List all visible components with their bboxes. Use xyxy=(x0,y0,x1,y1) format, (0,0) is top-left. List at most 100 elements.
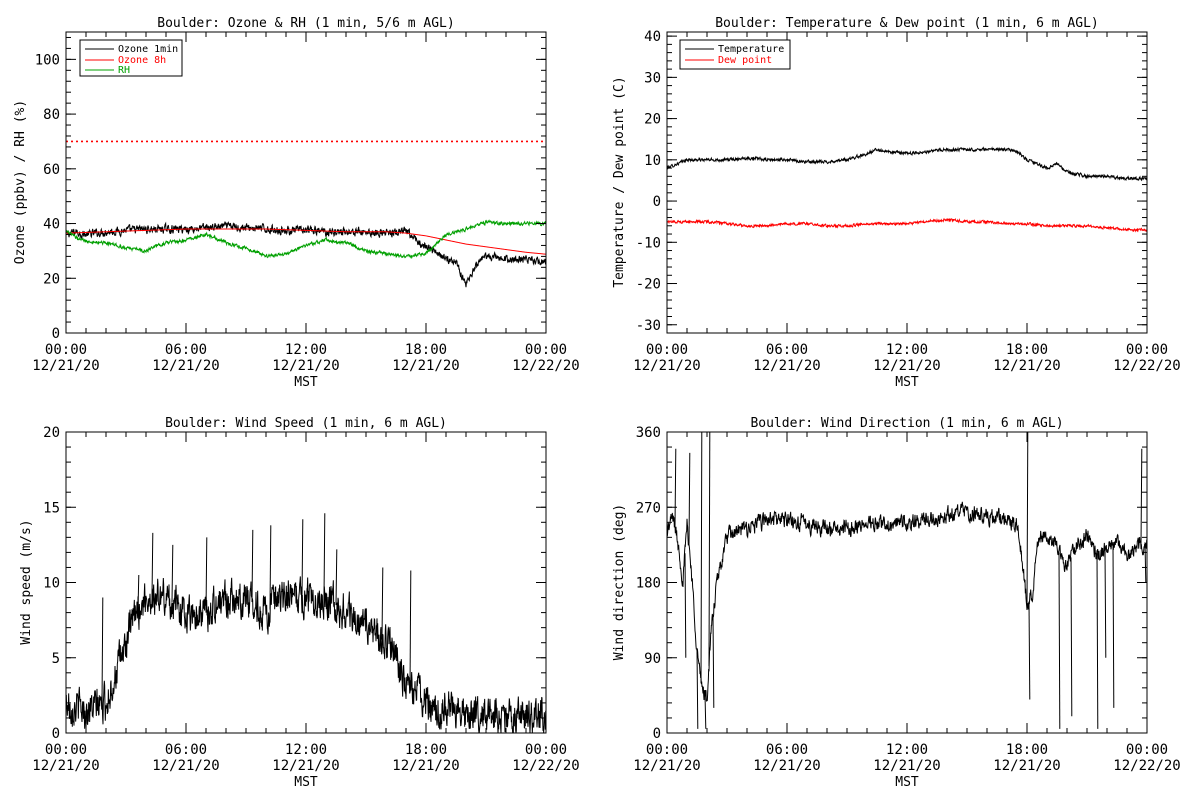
data-spike xyxy=(1144,542,1147,583)
y-tick-label: 20 xyxy=(644,112,661,128)
x-tick-date-label: 12/21/20 xyxy=(392,358,459,374)
y-tick-label: 0 xyxy=(653,726,661,742)
data-spike xyxy=(1058,552,1061,729)
x-axis-label-wind-direction: MST xyxy=(895,775,919,790)
x-tick-date-label: 12/21/20 xyxy=(633,358,700,374)
series-line-series-0 xyxy=(667,501,1147,702)
x-tick-date-label: 12/21/20 xyxy=(873,358,940,374)
data-spike xyxy=(684,553,687,658)
y-tick-label: 60 xyxy=(43,162,60,178)
x-tick-time-label: 00:00 xyxy=(45,342,87,358)
y-axis-label-ozone: Ozone (ppbv) / RH (%) xyxy=(13,100,28,264)
y-tick-label: 100 xyxy=(35,52,60,68)
panel-wind-direction: Boulder: Wind Direction (1 min, 6 m AGL)… xyxy=(612,416,1181,790)
y-tick-label: 80 xyxy=(43,107,60,123)
data-spike xyxy=(301,519,304,598)
data-spike xyxy=(1026,432,1029,608)
series-layer xyxy=(66,513,546,733)
x-tick-time-label: 06:00 xyxy=(766,342,808,358)
x-tick-time-label: 12:00 xyxy=(285,342,327,358)
legend-label-rh: RH xyxy=(118,65,130,76)
chart-title-wind-direction: Boulder: Wind Direction (1 min, 6 m AGL) xyxy=(750,416,1063,431)
panel-temp-dewpoint: Boulder: Temperature & Dew point (1 min,… xyxy=(612,16,1181,390)
legend-label-dewpoint: Dew point xyxy=(718,55,772,66)
x-tick-date-label: 12/22/20 xyxy=(512,758,579,774)
plot-area-wind-speed: 0510152000:0012/21/2006:0012/21/2012:001… xyxy=(32,425,579,774)
x-axis-label-wind-speed: MST xyxy=(294,775,318,790)
series-layer xyxy=(667,146,1147,233)
y-tick-label: 15 xyxy=(43,500,60,516)
y-axis-label-wind-speed: Wind speed (m/s) xyxy=(19,519,34,644)
x-tick-date-label: 12/22/20 xyxy=(1113,358,1180,374)
legend-label-ozone-8h: Ozone 8h xyxy=(118,55,166,66)
y-axis-label-temp: Temperature / Dew point (C) xyxy=(612,76,627,287)
data-spike xyxy=(700,432,703,683)
y-tick-label: 180 xyxy=(636,576,661,592)
series-line-dew-point xyxy=(667,217,1147,233)
x-tick-time-label: 18:00 xyxy=(1006,742,1048,758)
x-tick-time-label: 12:00 xyxy=(285,742,327,758)
chart-title-ozone: Boulder: Ozone & RH (1 min, 5/6 m AGL) xyxy=(157,16,454,31)
x-tick-date-label: 12/21/20 xyxy=(993,758,1060,774)
x-tick-time-label: 12:00 xyxy=(886,742,928,758)
data-spike xyxy=(674,448,677,527)
y-tick-label: 40 xyxy=(43,217,60,233)
x-tick-time-label: 18:00 xyxy=(405,342,447,358)
x-tick-time-label: 18:00 xyxy=(405,742,447,758)
y-tick-label: 10 xyxy=(644,153,661,169)
plot-area-wind-direction: 09018027036000:0012/21/2006:0012/21/2012… xyxy=(633,425,1180,774)
x-tick-date-label: 12/21/20 xyxy=(32,758,99,774)
chart-title-temp: Boulder: Temperature & Dew point (1 min,… xyxy=(715,16,1099,31)
x-tick-date-label: 12/21/20 xyxy=(633,758,700,774)
x-tick-date-label: 12/21/20 xyxy=(32,358,99,374)
plot-frame-ozone xyxy=(65,31,547,334)
plot-frame-wind-direction xyxy=(666,431,1148,734)
y-tick-label: 10 xyxy=(43,576,60,592)
x-tick-time-label: 00:00 xyxy=(646,342,688,358)
chart-title-wind-speed: Boulder: Wind Speed (1 min, 6 m AGL) xyxy=(165,416,447,431)
x-tick-time-label: 00:00 xyxy=(646,742,688,758)
series-layer xyxy=(66,140,546,288)
y-tick-label: 0 xyxy=(52,326,60,342)
panel-wind-speed: Boulder: Wind Speed (1 min, 6 m AGL) 0 5 1… xyxy=(19,416,580,790)
data-spike xyxy=(205,537,208,613)
x-tick-date-label: 12/22/20 xyxy=(512,358,579,374)
series-layer xyxy=(667,432,1147,729)
legend-temp: Temperature Dew point xyxy=(679,39,791,70)
data-spike xyxy=(1112,544,1115,708)
data-spike xyxy=(381,567,384,640)
y-tick-label: -30 xyxy=(636,318,661,334)
plot-frame-temp xyxy=(666,31,1148,334)
x-tick-time-label: 12:00 xyxy=(886,342,928,358)
x-tick-date-label: 12/21/20 xyxy=(993,358,1060,374)
x-tick-time-label: 06:00 xyxy=(766,742,808,758)
y-axis-label-wind-direction: Wind direction (deg) xyxy=(612,504,627,661)
y-tick-label: 20 xyxy=(43,425,60,441)
series-line-temperature xyxy=(667,146,1147,182)
series-line-ozone-1min xyxy=(66,221,546,288)
x-tick-time-label: 06:00 xyxy=(165,742,207,758)
series-line-series-0 xyxy=(66,576,546,733)
data-spike xyxy=(137,574,140,610)
series-line-ozone-8h xyxy=(66,228,546,255)
data-spike xyxy=(704,693,707,729)
x-tick-date-label: 12/21/20 xyxy=(873,758,940,774)
x-tick-time-label: 18:00 xyxy=(1006,342,1048,358)
x-tick-date-label: 12/21/20 xyxy=(152,758,219,774)
data-spike xyxy=(1070,557,1073,717)
data-spike xyxy=(1140,448,1143,546)
y-tick-label: 90 xyxy=(644,651,661,667)
legend-ozone: Ozone 1min Ozone 8h RH xyxy=(79,39,183,77)
y-tick-label: 360 xyxy=(636,425,661,441)
x-axis-label-temp: MST xyxy=(895,375,919,390)
x-tick-time-label: 00:00 xyxy=(525,742,567,758)
data-spike xyxy=(171,544,174,603)
data-spike xyxy=(409,570,412,688)
plot-frame-wind-speed xyxy=(65,431,547,734)
data-spike xyxy=(101,597,104,705)
y-tick-label: 0 xyxy=(653,194,661,210)
data-spike xyxy=(1096,553,1099,729)
data-spike xyxy=(251,529,254,603)
y-tick-label: 5 xyxy=(52,651,60,667)
